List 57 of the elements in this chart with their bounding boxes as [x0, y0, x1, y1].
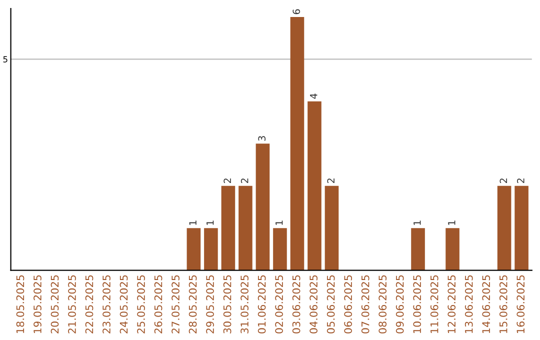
- data-label: 1: [189, 220, 196, 225]
- x-tick-label: 29.05.2025: [206, 275, 214, 334]
- x-tick-label: 24.05.2025: [120, 275, 128, 334]
- x-tick-label: 12.06.2025: [448, 275, 456, 333]
- x-tick-label: 18.05.2025: [16, 275, 24, 333]
- x-tick-label: 11.06.2025: [430, 275, 438, 333]
- data-label: 1: [414, 220, 421, 225]
- x-tick-label: 27.05.2025: [172, 275, 180, 334]
- x-tick-label: 31.05.2025: [240, 275, 248, 334]
- x-tick-label: 16.06.2025: [516, 275, 525, 333]
- bar: [514, 186, 528, 270]
- data-label: 2: [517, 178, 524, 184]
- x-tick-label: 15.06.2025: [499, 275, 508, 333]
- bar: [186, 228, 201, 270]
- x-tick-label: 23.05.2025: [102, 275, 110, 334]
- data-label: 1: [448, 220, 456, 225]
- data-label: 2: [240, 178, 248, 184]
- bar: [411, 228, 425, 270]
- bar: [290, 16, 304, 270]
- x-tick-label: 30.05.2025: [223, 275, 232, 334]
- x-tick-label: 25.05.2025: [137, 275, 145, 334]
- bar: [204, 228, 218, 270]
- bar: [446, 228, 460, 270]
- x-tick-label: 02.06.2025: [275, 275, 283, 334]
- x-tick-label: 03.06.2025: [292, 275, 300, 334]
- data-label: 1: [206, 220, 214, 225]
- x-tick-label: 10.06.2025: [413, 275, 422, 333]
- bar: [324, 186, 339, 270]
- x-tick-label: 22.05.2025: [85, 275, 94, 334]
- data-label: 3: [258, 136, 266, 141]
- x-tick-label: 05.06.2025: [326, 275, 335, 334]
- data-label: 6: [292, 9, 300, 14]
- bar: [308, 101, 322, 270]
- data-label: 4: [310, 94, 318, 99]
- bar: [221, 186, 236, 270]
- data-label: 2: [500, 178, 507, 184]
- bar: [238, 186, 252, 270]
- x-tick-label: 26.05.2025: [154, 275, 162, 334]
- bar: [497, 186, 512, 270]
- x-tick-label: 21.05.2025: [68, 275, 76, 334]
- data-label: 2: [224, 178, 231, 184]
- bar: [256, 144, 270, 270]
- x-tick-label: 08.06.2025: [378, 275, 387, 334]
- x-tick-label: 09.06.2025: [396, 275, 404, 334]
- data-label: 1: [276, 220, 283, 225]
- data-label: 2: [327, 178, 334, 184]
- x-tick-label: 07.06.2025: [361, 275, 370, 334]
- y-tick-label: 5: [3, 56, 8, 62]
- x-tick-label: 13.06.2025: [464, 275, 473, 333]
- x-tick-label: 06.06.2025: [344, 275, 352, 334]
- x-tick-label: 28.05.2025: [188, 275, 197, 334]
- x-tick-label: 19.05.2025: [34, 275, 42, 333]
- bar: [273, 228, 287, 270]
- x-tick-label: 14.06.2025: [482, 275, 490, 333]
- x-tick-label: 04.06.2025: [310, 275, 318, 334]
- x-tick-label: 20.05.2025: [50, 275, 59, 334]
- x-tick-label: 01.06.2025: [258, 275, 266, 334]
